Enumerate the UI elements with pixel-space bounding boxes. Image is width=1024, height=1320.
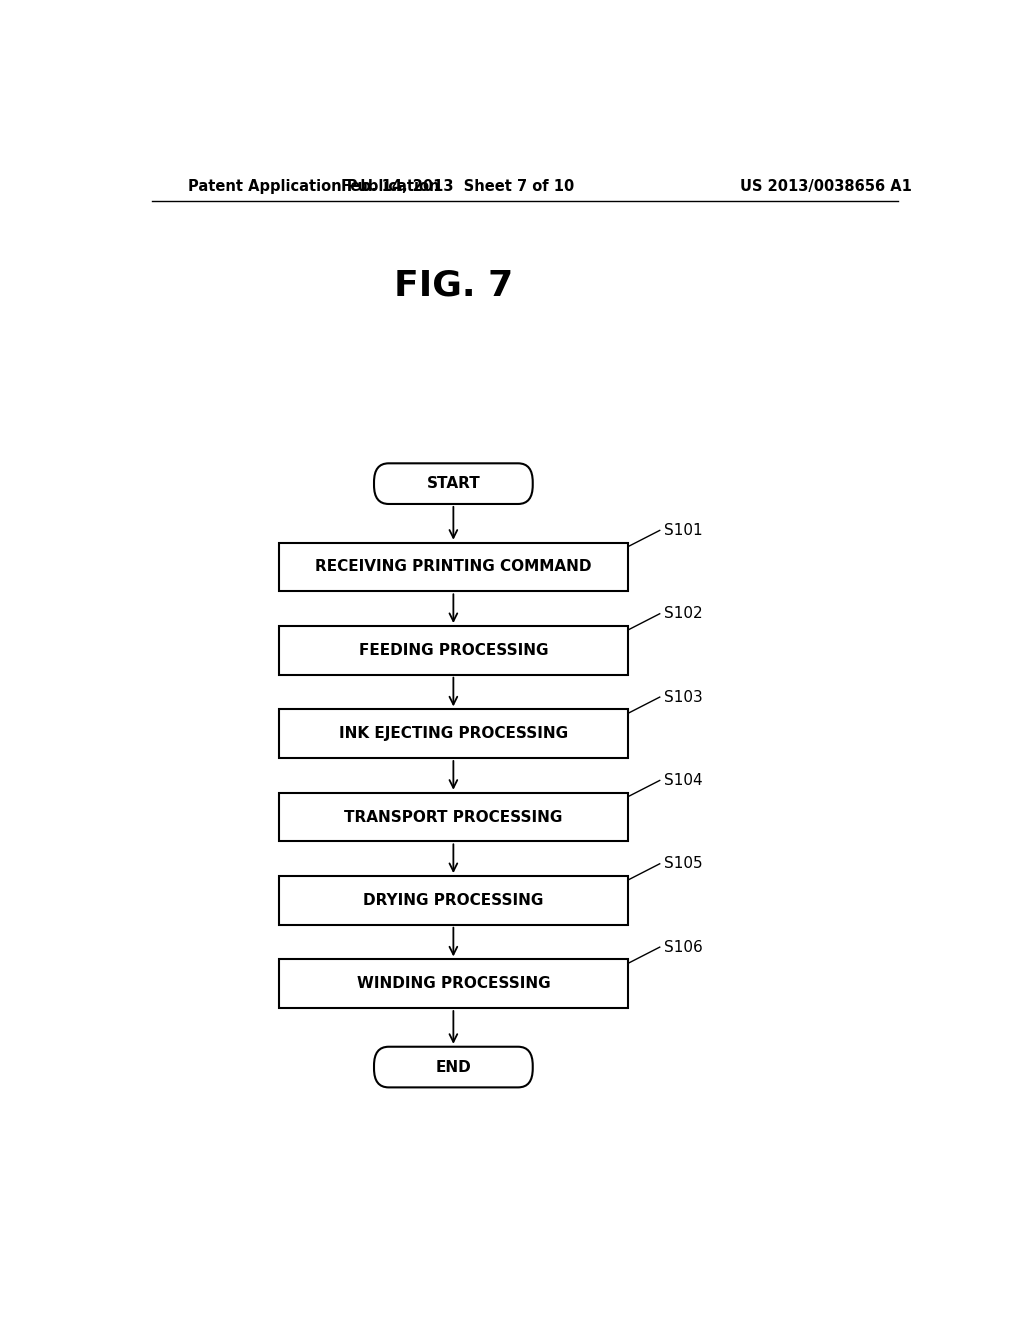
FancyBboxPatch shape (374, 1047, 532, 1088)
FancyBboxPatch shape (374, 463, 532, 504)
Text: WINDING PROCESSING: WINDING PROCESSING (356, 977, 550, 991)
Text: S104: S104 (665, 774, 703, 788)
Text: US 2013/0038656 A1: US 2013/0038656 A1 (740, 180, 912, 194)
Text: S106: S106 (665, 940, 703, 954)
Text: END: END (435, 1060, 471, 1074)
Text: DRYING PROCESSING: DRYING PROCESSING (364, 892, 544, 908)
Text: S101: S101 (665, 523, 703, 539)
Text: START: START (427, 477, 480, 491)
Text: S105: S105 (665, 857, 703, 871)
Bar (279, 626, 628, 675)
Text: S103: S103 (665, 689, 703, 705)
Text: TRANSPORT PROCESSING: TRANSPORT PROCESSING (344, 809, 562, 825)
Bar (279, 792, 628, 841)
Text: Feb. 14, 2013  Sheet 7 of 10: Feb. 14, 2013 Sheet 7 of 10 (341, 180, 574, 194)
Bar (279, 543, 628, 591)
Bar (279, 960, 628, 1008)
Text: RECEIVING PRINTING COMMAND: RECEIVING PRINTING COMMAND (315, 560, 592, 574)
Bar (279, 709, 628, 758)
Bar (279, 876, 628, 925)
Text: Patent Application Publication: Patent Application Publication (187, 180, 439, 194)
Text: FIG. 7: FIG. 7 (394, 268, 513, 302)
Text: INK EJECTING PROCESSING: INK EJECTING PROCESSING (339, 726, 568, 742)
Text: FEEDING PROCESSING: FEEDING PROCESSING (358, 643, 548, 657)
Text: S102: S102 (665, 606, 703, 622)
